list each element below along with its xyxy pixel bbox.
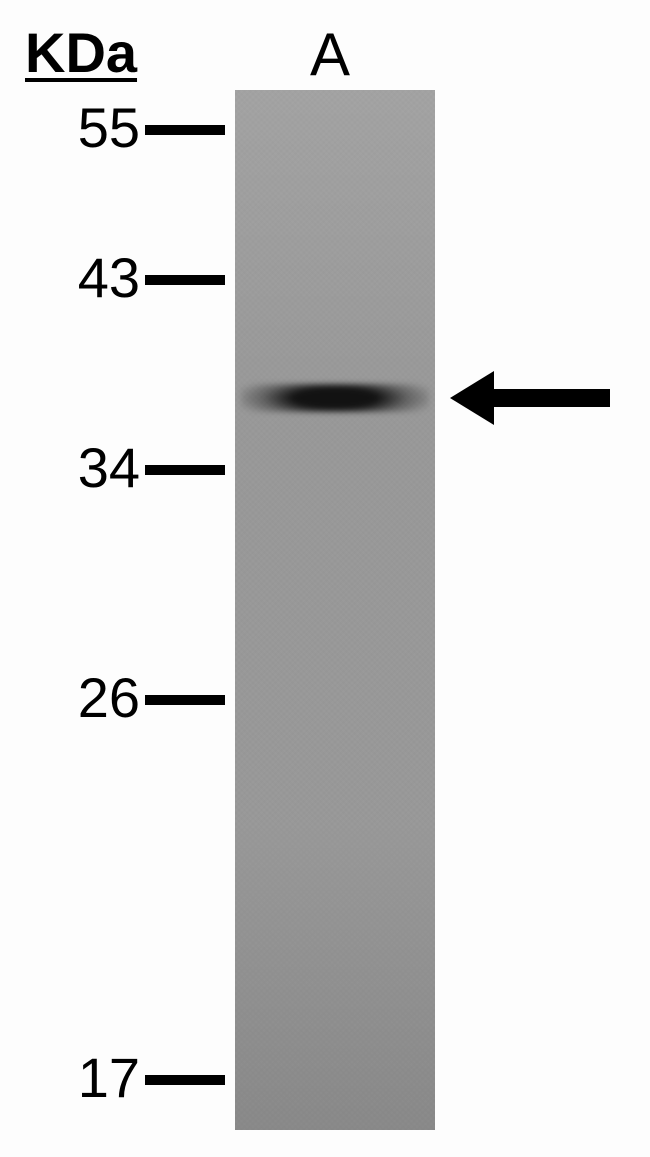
kda-header: KDa [25, 20, 137, 85]
marker-label-34: 34 [40, 435, 140, 500]
marker-tick-55 [145, 125, 225, 135]
lane-a [235, 90, 435, 1130]
marker-label-17: 17 [40, 1045, 140, 1110]
marker-label-26: 26 [40, 665, 140, 730]
primary-band [241, 384, 429, 412]
marker-tick-43 [145, 275, 225, 285]
arrow-head-icon [450, 371, 494, 425]
marker-tick-34 [145, 465, 225, 475]
marker-label-43: 43 [40, 245, 140, 310]
lane-header-a: A [310, 20, 350, 89]
arrow-shaft [494, 389, 610, 407]
lane-noise [235, 90, 435, 1130]
marker-label-55: 55 [40, 95, 140, 160]
band-arrow [450, 371, 610, 425]
marker-tick-17 [145, 1075, 225, 1085]
marker-tick-26 [145, 695, 225, 705]
